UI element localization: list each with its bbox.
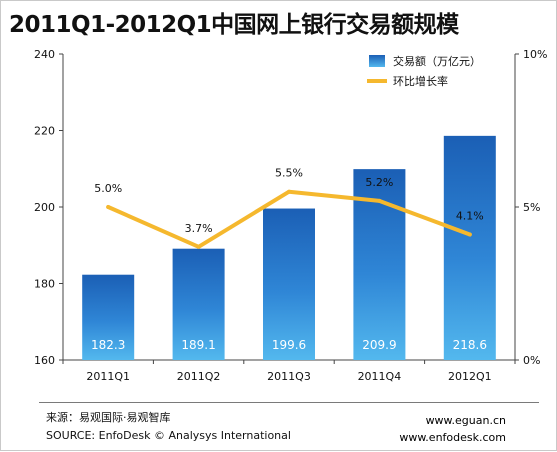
website-enfodesk: www.enfodesk.com	[399, 431, 506, 444]
y-right-tick-label: 5%	[523, 201, 540, 214]
y-left-tick-label: 180	[34, 278, 55, 291]
growth-rate-point	[106, 205, 111, 209]
footer-divider	[39, 402, 539, 403]
x-tick-label: 2011Q4	[358, 370, 402, 383]
legend-label-bar: 交易额（万亿元）	[393, 54, 481, 68]
growth-rate-label: 5.5%	[275, 167, 303, 180]
website-eguan: www.eguan.cn	[425, 414, 506, 427]
x-tick-label: 2011Q3	[267, 370, 311, 383]
y-left-tick-label: 200	[34, 201, 55, 214]
y-left-tick-label: 240	[34, 48, 55, 61]
growth-rate-point	[377, 198, 382, 203]
growth-rate-label: 4.1%	[456, 210, 484, 223]
growth-rate-label: 5.0%	[94, 182, 122, 195]
y-right-tick-label: 10%	[523, 48, 547, 61]
y-right-tick-label: 0%	[523, 354, 540, 367]
bar	[263, 208, 315, 360]
growth-rate-label: 3.7%	[185, 222, 213, 235]
bar	[443, 135, 496, 360]
growth-rate-label: 5.2%	[365, 176, 393, 189]
x-tick-label: 2011Q2	[177, 370, 221, 383]
bar	[172, 248, 225, 360]
bar-value-label: 209.9	[362, 338, 396, 352]
y-left-tick-label: 160	[34, 354, 55, 367]
growth-rate-point	[287, 189, 291, 194]
bar-value-label: 189.1	[181, 338, 215, 352]
bar-value-label: 199.6	[272, 338, 306, 352]
legend-label-line: 环比增长率	[393, 74, 448, 88]
bar-value-label: 182.3	[91, 338, 125, 352]
y-left-tick-label: 220	[34, 125, 55, 138]
bar	[82, 274, 135, 360]
growth-rate-point	[196, 244, 201, 249]
growth-rate-point	[467, 232, 472, 237]
source-cn: 来源：易观国际·易观智库	[46, 411, 171, 424]
x-tick-label: 2011Q1	[86, 370, 130, 383]
source-en: SOURCE: EnfoDesk © Analysys Internationa…	[46, 429, 291, 442]
x-tick-label: 2012Q1	[448, 370, 492, 383]
legend-swatch-bar	[369, 55, 385, 67]
chart-title: 2011Q1-2012Q1中国网上银行交易额规模	[9, 12, 459, 38]
bar-value-label: 218.6	[453, 338, 487, 352]
